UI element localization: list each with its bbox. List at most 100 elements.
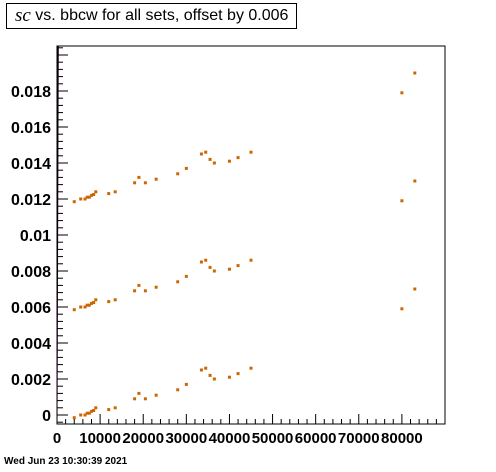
data-point (184, 382, 188, 386)
y-tick-label: 0.016 (11, 120, 51, 137)
data-point (212, 269, 216, 273)
data-point (204, 366, 208, 370)
chart-title-symbol: sc (15, 5, 31, 26)
data-point (227, 375, 231, 379)
data-point (184, 166, 188, 170)
y-tick-label: 0.002 (11, 372, 51, 389)
data-point (413, 71, 417, 75)
data-point (227, 159, 231, 163)
data-point (87, 195, 91, 199)
timestamp: Wed Jun 23 10:30:39 2021 (4, 456, 128, 467)
data-point (137, 391, 141, 395)
data-point (208, 157, 212, 161)
data-point (236, 372, 240, 376)
x-tick-label: 30000 (165, 430, 207, 447)
x-tick-label: 50000 (252, 430, 294, 447)
data-point (208, 373, 212, 377)
data-point (143, 397, 147, 401)
data-point (79, 197, 83, 201)
data-point (85, 411, 89, 415)
data-point (83, 413, 87, 417)
data-point (154, 393, 158, 397)
data-point (176, 172, 180, 176)
y-tick-label: 0.004 (11, 336, 51, 353)
data-point (236, 156, 240, 160)
x-tick-label: 0 (53, 430, 61, 447)
data-point (79, 305, 83, 309)
data-point (212, 377, 216, 381)
data-point (83, 305, 87, 309)
data-point (89, 301, 93, 305)
data-point (92, 193, 96, 196)
y-tick-label: 0.014 (11, 156, 51, 173)
data-point (113, 298, 117, 302)
chart-title: sc vs. bbcw for all sets, offset by 0.00… (6, 3, 298, 29)
data-point (199, 152, 203, 156)
data-point (92, 301, 96, 304)
data-point (400, 199, 404, 203)
data-point (72, 200, 76, 204)
data-point (89, 409, 93, 413)
data-point (154, 285, 158, 289)
data-point (413, 287, 417, 291)
data-point (72, 416, 76, 420)
data-point (113, 406, 117, 410)
data-point (133, 397, 137, 401)
x-tick-label: 20000 (122, 430, 164, 447)
x-tick-label: 80000 (381, 430, 423, 447)
data-point (87, 303, 91, 307)
chart-title-text: vs. bbcw for all sets, offset by 0.006 (30, 7, 289, 24)
data-point (413, 179, 417, 183)
data-point (107, 300, 111, 304)
data-point (94, 406, 98, 410)
data-point (400, 91, 404, 95)
data-point (154, 177, 158, 181)
data-point (208, 265, 212, 269)
y-tick-label: 0.01 (20, 228, 51, 245)
data-point (176, 388, 180, 392)
data-point (184, 274, 188, 278)
data-point (199, 260, 203, 264)
y-tick-label: 0 (42, 408, 51, 425)
data-point (85, 303, 89, 307)
data-point (137, 175, 141, 179)
x-tick-label: 10000 (79, 430, 121, 447)
data-points (72, 71, 417, 420)
data-point (236, 264, 240, 268)
data-point (137, 283, 141, 287)
y-tick-label: 0.006 (11, 300, 51, 317)
data-point (85, 195, 89, 199)
data-point (143, 289, 147, 293)
data-point (72, 308, 76, 312)
data-point (79, 413, 83, 417)
data-point (249, 150, 253, 154)
y-tick-label: 0.008 (11, 264, 51, 281)
data-point (133, 181, 137, 185)
data-point (87, 411, 91, 415)
data-point (94, 298, 98, 302)
data-point (113, 190, 117, 194)
data-point (176, 280, 180, 284)
y-tick-label: 0.018 (11, 84, 51, 101)
data-point (83, 197, 87, 201)
y-axis: 0 0.002 0.004 0.006 0.008 0.01 0.012 0.014 0.016… (11, 47, 68, 425)
data-point (143, 181, 147, 185)
data-point (92, 409, 96, 412)
data-point (204, 150, 208, 154)
data-point (400, 307, 404, 311)
data-point (204, 258, 208, 262)
data-point (133, 289, 137, 293)
data-point (227, 267, 231, 271)
x-tick-label: 40000 (209, 430, 251, 447)
y-tick-label: 0.012 (11, 192, 51, 209)
data-point (249, 258, 253, 262)
data-point (249, 366, 253, 370)
data-point (212, 161, 216, 165)
data-point (89, 193, 93, 197)
data-point (107, 408, 111, 412)
x-tick-label: 60000 (295, 430, 337, 447)
x-axis: 0 10000 20000 30000 40000 50000 60000 70000 8000… (53, 414, 446, 447)
data-point (199, 368, 203, 372)
data-point (94, 190, 98, 194)
